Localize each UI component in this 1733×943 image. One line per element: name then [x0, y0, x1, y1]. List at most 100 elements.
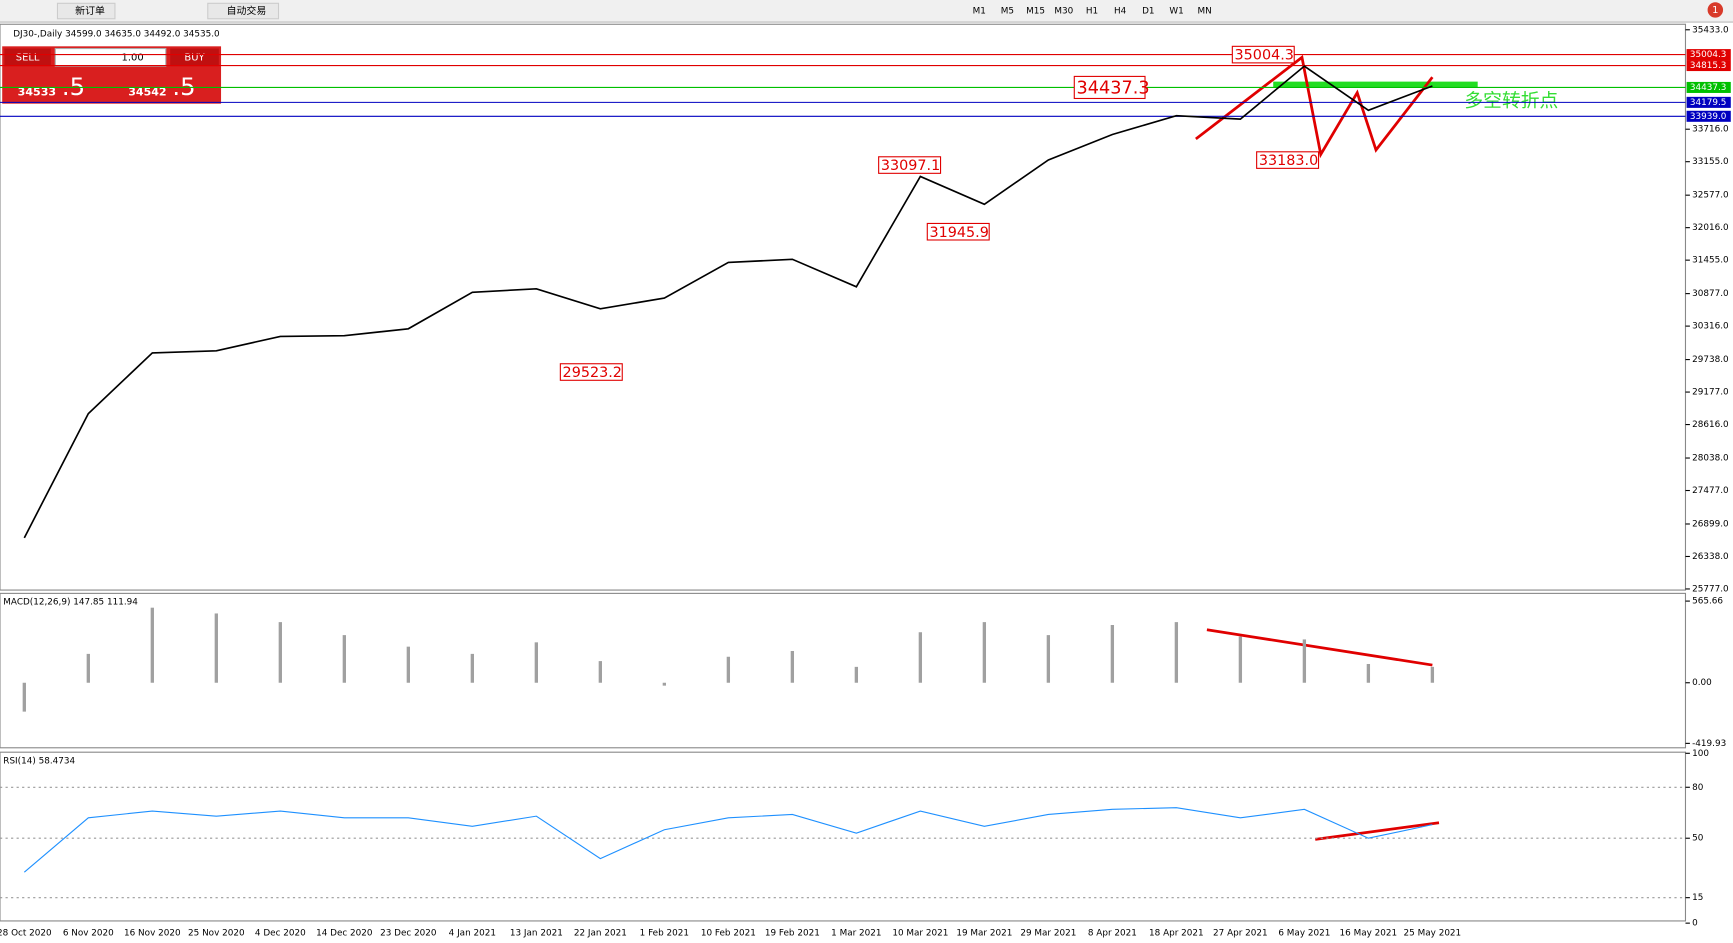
price-title: DJ30-,Daily 34599.0 34635.0 34492.0 3453…: [13, 30, 220, 40]
y-tick-label: 30316.0: [1692, 322, 1729, 332]
sell-price[interactable]: 34533: [18, 86, 56, 99]
price-annotation: 34437.3: [1076, 79, 1149, 99]
macd-bar: [534, 642, 538, 683]
y-tick-label: 50: [1692, 834, 1704, 844]
sell-pip[interactable]: .5: [62, 72, 85, 101]
buy-label[interactable]: BUY: [184, 52, 205, 63]
y-tick-label: 100: [1692, 749, 1709, 759]
y-tick-label: 26899.0: [1692, 519, 1729, 529]
macd-bar: [1046, 635, 1051, 683]
level-label: 33939.0: [1690, 112, 1727, 122]
trend-arrow: [1195, 54, 1434, 159]
new-order-button[interactable]: [56, 2, 116, 20]
macd-bar: [982, 622, 987, 683]
macd-bar: [854, 666, 859, 683]
x-tick-label: 29 Mar 2021: [1020, 929, 1076, 939]
price-line: [23, 65, 1433, 539]
timeframe-button[interactable]: M30: [1054, 7, 1073, 17]
badge[interactable]: [1707, 2, 1724, 18]
level-label: 34437.3: [1690, 83, 1727, 93]
level-label: 34179.5: [1690, 98, 1727, 108]
x-tick-label: 8 Apr 2021: [1088, 929, 1137, 939]
macd-arrow: [1206, 628, 1433, 667]
price-annotation: 31945.9: [929, 225, 988, 241]
autotrade-label[interactable]: 自动交易: [227, 4, 267, 17]
timeframe-button[interactable]: M15: [1026, 7, 1045, 17]
x-tick-label: 10 Mar 2021: [892, 929, 948, 939]
turning-point-note: 多空转折点: [1464, 90, 1558, 112]
new-order-label[interactable]: 新订单: [75, 4, 105, 17]
timeframe-button[interactable]: W1: [1169, 7, 1183, 17]
buy-button[interactable]: [170, 48, 219, 67]
macd-bar: [1366, 663, 1371, 683]
toolbar: [0, 0, 1733, 23]
y-tick-label: 32016.0: [1692, 223, 1729, 233]
timeframe-button[interactable]: H1: [1086, 7, 1098, 17]
support-bar: [1273, 81, 1478, 88]
x-tick-label: 22 Jan 2021: [574, 929, 627, 939]
y-tick-label: -419.93: [1692, 739, 1726, 749]
y-tick-label: 31455.0: [1692, 256, 1729, 266]
rsi-arrow: [1315, 821, 1440, 841]
price-annotation: 29523.2: [563, 365, 622, 381]
price-annotation-box: [559, 363, 623, 381]
y-tick-label: 0: [1692, 919, 1698, 929]
y-tick-label: 32577.0: [1692, 191, 1729, 201]
macd-bar: [470, 653, 474, 683]
timeframe-button[interactable]: D1: [1142, 7, 1154, 17]
y-tick-label: 33155.0: [1692, 157, 1729, 167]
autotrade-button[interactable]: [207, 2, 280, 20]
sell-label[interactable]: SELL: [16, 52, 40, 63]
level-tag: [1686, 96, 1731, 108]
y-tick-label: 26338.0: [1692, 552, 1729, 562]
badge-text[interactable]: 1: [1712, 5, 1718, 16]
price-annotation-box: [1231, 45, 1295, 64]
timeframe-button[interactable]: MN: [1198, 7, 1212, 17]
trade-panel: SELL 1.00 BUY 34533 .5 34542 .5: [2, 46, 222, 104]
macd-bar: [790, 650, 795, 683]
x-tick-label: 18 Apr 2021: [1149, 929, 1204, 939]
x-tick-label: 4 Jan 2021: [449, 929, 496, 939]
x-tick-label: 13 Jan 2021: [510, 929, 563, 939]
macd-bar: [598, 661, 602, 683]
buy-price[interactable]: 34542: [128, 86, 166, 99]
macd-bar: [22, 682, 26, 712]
level-label: 34815.3: [1690, 61, 1727, 71]
timeframe-button[interactable]: M1: [973, 7, 986, 17]
x-tick-label: 27 Apr 2021: [1213, 929, 1268, 939]
x-tick-label: 19 Mar 2021: [956, 929, 1012, 939]
y-tick-label: 33716.0: [1692, 125, 1729, 135]
sell-button[interactable]: [4, 48, 51, 67]
rsi-line: [23, 807, 1433, 873]
macd-bar: [726, 656, 731, 683]
y-tick-label: 29177.0: [1692, 388, 1729, 398]
y-tick-label: 35433.0: [1692, 25, 1729, 35]
y-tick-label: 80: [1692, 783, 1704, 793]
x-tick-label: 25 May 2021: [1404, 929, 1462, 939]
y-tick-label: 28038.0: [1692, 454, 1729, 464]
macd-bar: [342, 635, 346, 683]
x-tick-label: 1 Mar 2021: [831, 929, 881, 939]
lot-input[interactable]: [54, 47, 167, 67]
buy-pip[interactable]: .5: [172, 72, 195, 101]
level-label: 35004.3: [1690, 50, 1727, 60]
macd-bar: [214, 613, 218, 683]
x-tick-label: 6 May 2021: [1278, 929, 1330, 939]
macd-bar: [86, 653, 90, 683]
timeframe-button[interactable]: H4: [1114, 7, 1127, 17]
y-tick-label: 27477.0: [1692, 486, 1729, 496]
macd-bar: [1174, 622, 1179, 683]
x-tick-label: 19 Feb 2021: [765, 929, 820, 939]
x-tick-label: 25 Nov 2020: [188, 929, 245, 939]
lot-value[interactable]: 1.00: [122, 52, 144, 63]
macd-bar: [1302, 639, 1307, 683]
price-annotation-box: [926, 222, 990, 241]
level-tag: [1686, 49, 1731, 61]
timeframe-button[interactable]: M5: [1001, 7, 1014, 17]
x-tick-label: 16 Nov 2020: [124, 929, 181, 939]
rsi-title: RSI(14) 58.4734: [3, 757, 75, 767]
y-tick-label: 15: [1692, 893, 1703, 903]
x-tick-label: 23 Dec 2020: [380, 929, 437, 939]
